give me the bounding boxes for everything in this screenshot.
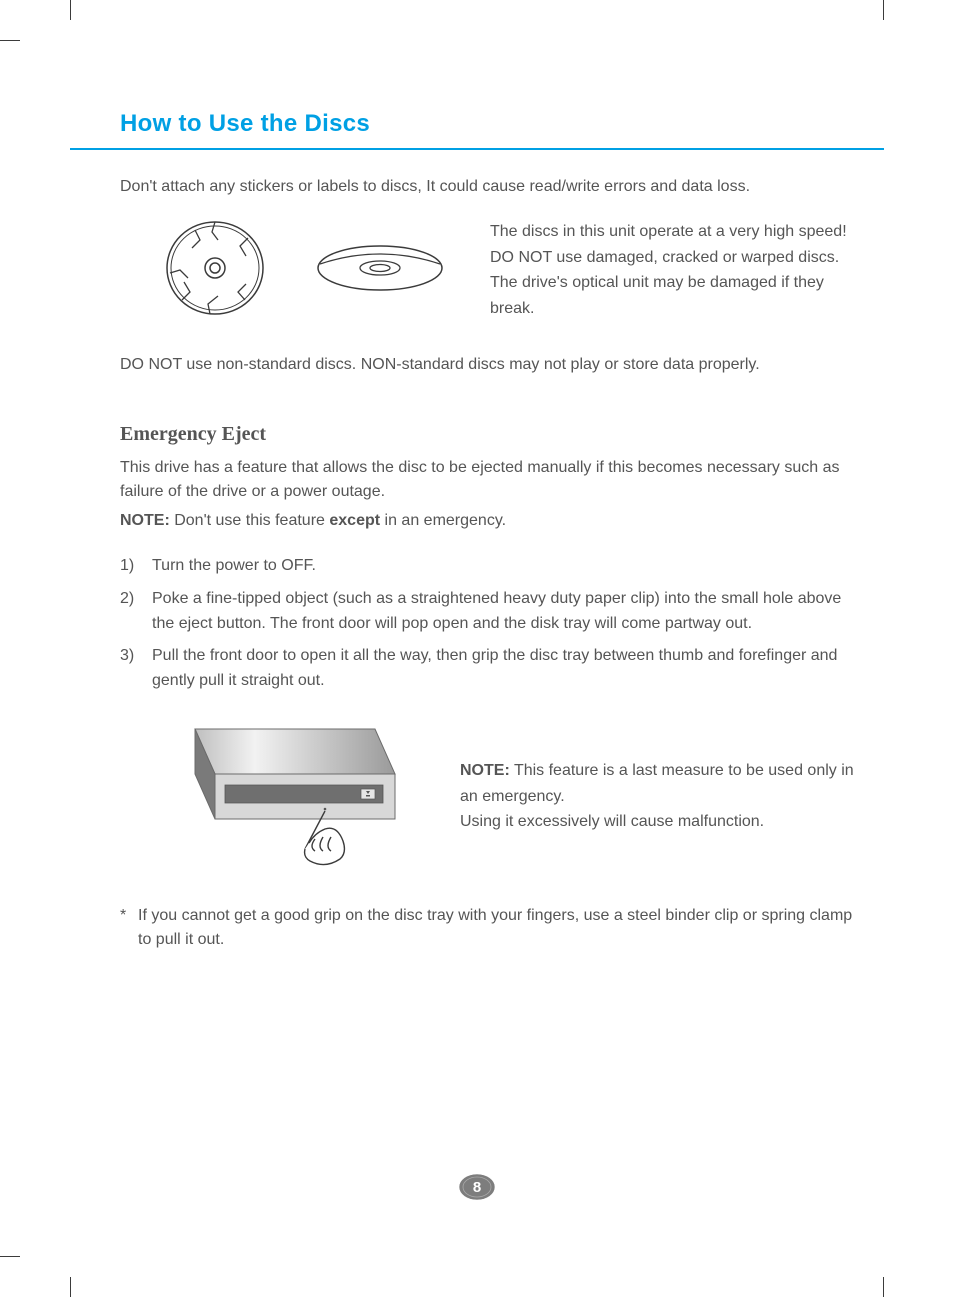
nonstandard-text: DO NOT use non-standard discs. NON-stand… (120, 353, 854, 378)
warped-disc-icon (310, 238, 450, 303)
drive-note-text-1: This feature is a last measure to be use… (460, 762, 854, 805)
step-1-num: 1) (120, 554, 152, 579)
eject-steps: 1) Turn the power to OFF. 2) Poke a fine… (120, 554, 854, 694)
page-number-badge: 8 (457, 1172, 497, 1207)
cracked-disc-icon (160, 218, 270, 323)
step-3-num: 3) (120, 644, 152, 694)
note-text-1: Don't use this feature (170, 512, 330, 529)
step-3-text: Pull the front door to open it all the w… (152, 644, 854, 694)
asterisk-text: If you cannot get a good grip on the dis… (138, 904, 854, 952)
page-number-text: 8 (473, 1179, 481, 1196)
step-1-text: Turn the power to OFF. (152, 554, 854, 579)
eject-desc: This drive has a feature that allows the… (120, 456, 854, 506)
step-2-num: 2) (120, 587, 152, 637)
step-2-text: Poke a fine-tipped object (such as a str… (152, 587, 854, 637)
asterisk-note: * If you cannot get a good grip on the d… (120, 904, 854, 952)
note-except: except (329, 512, 380, 529)
asterisk-mark: * (120, 904, 138, 952)
step-2: 2) Poke a fine-tipped object (such as a … (120, 587, 854, 637)
drive-note: NOTE: This feature is a last measure to … (460, 758, 854, 835)
step-3: 3) Pull the front door to open it all th… (120, 644, 854, 694)
drive-note-text-2: Using it excessively will cause malfunct… (460, 809, 854, 835)
page-title: How to Use the Discs (120, 110, 854, 138)
drive-figure-row: NOTE: This feature is a last measure to … (175, 719, 854, 874)
title-rule (70, 148, 884, 150)
disc-caption: The discs in this unit operate at a very… (490, 219, 854, 321)
optical-drive-eject-icon (175, 719, 405, 874)
note-text-2: in an emergency. (380, 512, 506, 529)
eject-note: NOTE: Don't use this feature except in a… (120, 509, 854, 534)
drive-note-label: NOTE: (460, 762, 510, 779)
note-label: NOTE: (120, 512, 170, 529)
disc-figure-row: The discs in this unit operate at a very… (160, 218, 854, 323)
intro-text: Don't attach any stickers or labels to d… (120, 175, 854, 200)
step-1: 1) Turn the power to OFF. (120, 554, 854, 579)
emergency-eject-title: Emergency Eject (120, 423, 854, 446)
page-content: How to Use the Discs Don't attach any st… (0, 0, 954, 952)
